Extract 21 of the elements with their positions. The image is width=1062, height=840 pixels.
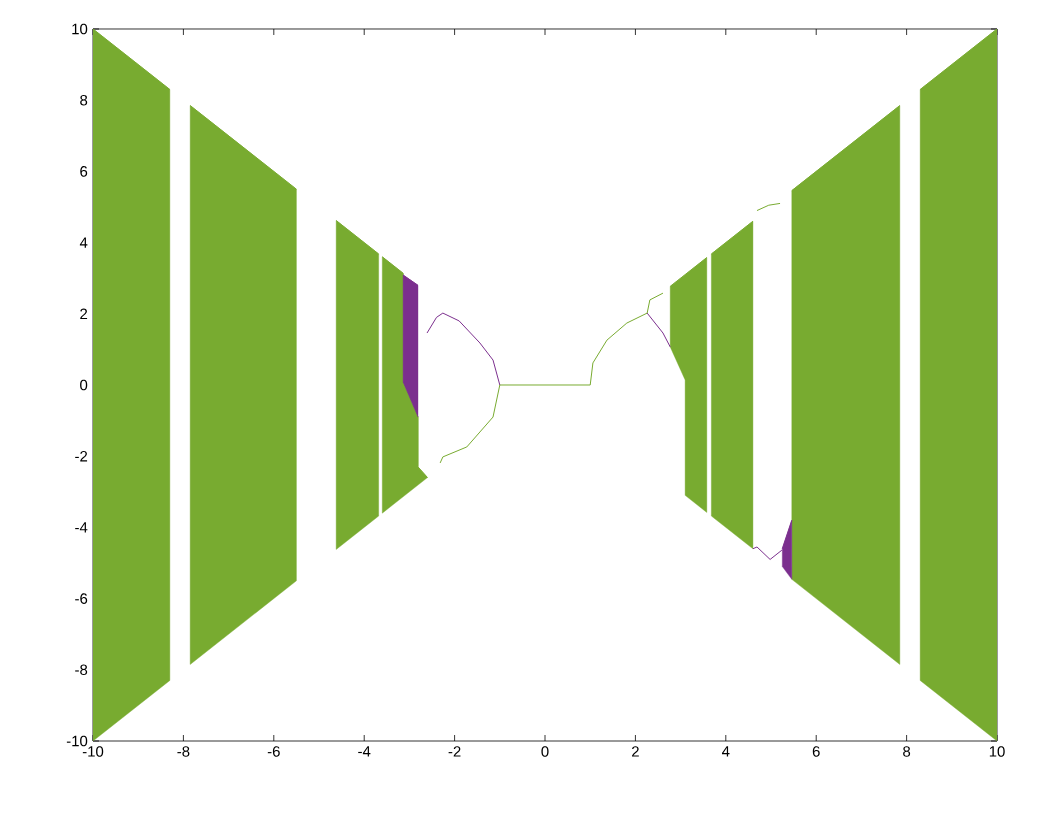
x-tick-label: 10: [989, 746, 1005, 757]
y-tick-label: 2: [80, 308, 88, 320]
y-tick-label: -2: [75, 450, 88, 462]
y-tick-label: 8: [80, 94, 88, 106]
y-tick-label: 4: [79, 237, 88, 248]
x-tick-label: 8: [903, 746, 911, 757]
y-tick-label: -10: [66, 735, 88, 747]
x-tick-label: -2: [448, 746, 461, 757]
y-tick-label: -4: [75, 522, 88, 533]
y-tick-label: -8: [75, 664, 88, 676]
y-tick-label: -6: [75, 593, 88, 604]
x-tick-label: 4: [722, 746, 730, 757]
x-tick-label: 6: [812, 746, 820, 757]
x-tick-label: 2: [632, 746, 639, 757]
y-tick-label: 10: [72, 23, 88, 35]
x-tick-label: -4: [358, 746, 371, 757]
y-tick-label: 0: [80, 379, 88, 391]
x-tick-label: 0: [541, 746, 549, 757]
x-tick-label: -8: [177, 746, 190, 757]
y-tick-label: 6: [80, 166, 88, 177]
x-tick-label: -6: [267, 746, 280, 757]
